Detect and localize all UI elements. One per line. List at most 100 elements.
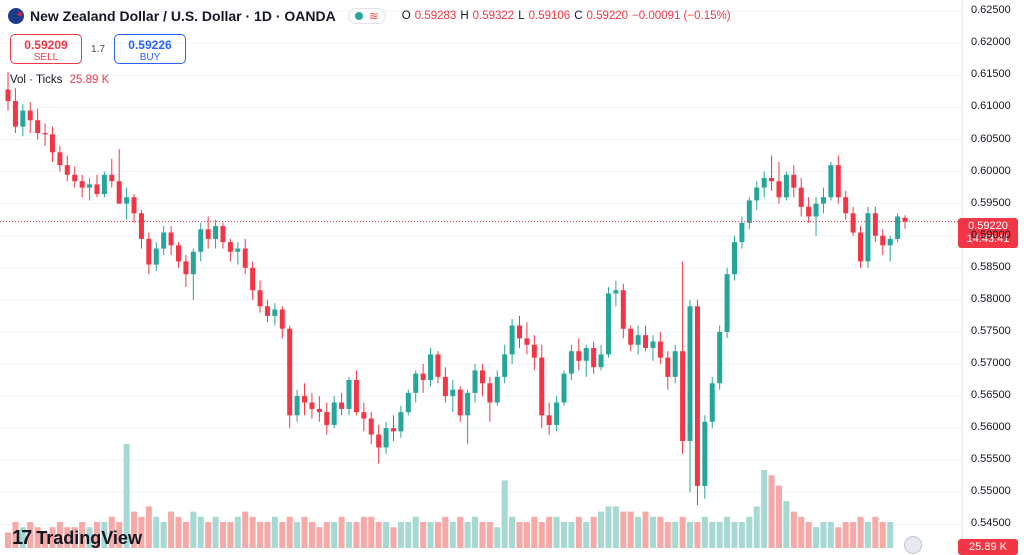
volume-bar xyxy=(286,516,293,548)
candle-body xyxy=(605,293,611,355)
candle-body xyxy=(94,184,100,195)
volume-bar xyxy=(887,522,894,548)
volume-bar xyxy=(346,522,353,548)
candle-body xyxy=(457,389,463,416)
volume-bar xyxy=(635,516,642,548)
volume-bar xyxy=(323,522,330,548)
candle-body xyxy=(635,335,641,345)
volume-bar xyxy=(353,522,360,548)
candle-body xyxy=(302,396,308,403)
volume-bar xyxy=(664,522,671,548)
volume-bar xyxy=(590,516,597,548)
symbol-title[interactable]: New Zealand Dollar / U.S. Dollar · 1D · … xyxy=(30,8,336,24)
candle-body xyxy=(101,174,107,195)
candle-body xyxy=(709,383,715,422)
candle-body xyxy=(250,267,256,291)
volume-bar xyxy=(264,522,271,548)
candle-body xyxy=(731,242,737,275)
candle-body xyxy=(546,415,552,425)
candle-body xyxy=(450,389,456,397)
us-flag-icon[interactable] xyxy=(904,536,922,554)
candle-body xyxy=(12,101,18,127)
candle-body xyxy=(324,412,330,425)
volume-bar xyxy=(494,527,501,548)
volume-bar xyxy=(538,522,545,548)
candle-body xyxy=(353,380,359,413)
price-axis-tick: 0.55000 xyxy=(971,485,1011,498)
volume-bar xyxy=(768,475,775,548)
volume-bar xyxy=(56,522,63,548)
volume-bar xyxy=(279,522,286,548)
volume-bar xyxy=(687,522,694,548)
volume-bar xyxy=(27,522,34,548)
volume-bar xyxy=(457,516,464,548)
price-axis-tick: 0.59500 xyxy=(971,196,1011,209)
buy-button[interactable]: 0.59226 BUY xyxy=(114,34,186,64)
volume-bar xyxy=(523,522,530,548)
ohlc-low-value: 0.59106 xyxy=(528,10,571,22)
volume-bar xyxy=(850,522,857,548)
volume-bar xyxy=(338,516,345,548)
volume-bar xyxy=(501,480,508,548)
volume-bar xyxy=(738,522,745,548)
ohlc-high-value: 0.59322 xyxy=(472,10,515,22)
ohlc-open-key: O xyxy=(401,10,411,22)
volume-bar xyxy=(442,516,449,548)
volume-legend[interactable]: Vol · Ticks 25.89 K xyxy=(10,74,109,86)
volume-bar xyxy=(145,506,152,548)
candle-body xyxy=(465,392,471,416)
candle-body xyxy=(680,351,686,441)
candle-body xyxy=(124,197,130,204)
candle-body xyxy=(724,274,730,332)
volume-bar xyxy=(427,522,434,548)
candle-body xyxy=(316,408,322,413)
candle-body xyxy=(739,222,745,243)
volume-bar xyxy=(790,511,797,548)
volume-bar xyxy=(71,527,78,548)
ohlc-values: O 0.59283 H 0.59322 L 0.59106 C 0.59220 −0.0… xyxy=(402,10,731,22)
volume-bar xyxy=(138,516,145,548)
volume-bar xyxy=(679,516,686,548)
candle-body xyxy=(405,392,411,413)
candle-body xyxy=(843,197,849,214)
price-axis-tick: 0.61000 xyxy=(971,100,1011,113)
candle-body xyxy=(42,133,48,135)
volume-bar xyxy=(805,522,812,548)
sell-button[interactable]: 0.59209 SELL xyxy=(10,34,82,64)
candle-body xyxy=(346,380,352,409)
tradingview-logo[interactable]: 17 TradingView xyxy=(12,527,142,550)
candle-body xyxy=(235,248,241,252)
volume-bar xyxy=(753,506,760,548)
volume-legend-value: 25.89 K xyxy=(69,74,110,86)
candle-body xyxy=(702,421,708,486)
spread-value: 1.7 xyxy=(91,43,105,55)
volume-bar xyxy=(716,522,723,548)
candle-body xyxy=(479,370,485,384)
candle-body xyxy=(309,402,315,409)
volume-bar xyxy=(101,522,108,548)
candle-body xyxy=(368,418,374,435)
candle-body xyxy=(628,328,634,345)
candle-body xyxy=(754,187,760,201)
market-open-dot-icon xyxy=(354,12,363,20)
volume-bar xyxy=(116,522,123,548)
volume-bar xyxy=(872,516,879,548)
volume-bar xyxy=(568,522,575,548)
candle-body xyxy=(190,251,196,275)
volume-bar xyxy=(553,516,560,548)
candle-body xyxy=(64,165,70,175)
price-axis-tick: 0.55500 xyxy=(971,453,1011,466)
candle-body xyxy=(613,290,619,294)
volume-bar xyxy=(627,511,634,548)
ohlc-low-key: L xyxy=(518,10,525,22)
volume-bar xyxy=(397,522,404,548)
volume-bar xyxy=(672,522,679,548)
candle-body xyxy=(242,248,248,268)
market-status-pill[interactable]: ≋ xyxy=(347,8,386,24)
volume-bar xyxy=(190,511,197,548)
ohlc-close-key: C xyxy=(574,10,583,22)
candle-body xyxy=(339,402,345,409)
volume-bar xyxy=(86,527,93,548)
volume-bar xyxy=(783,501,790,548)
